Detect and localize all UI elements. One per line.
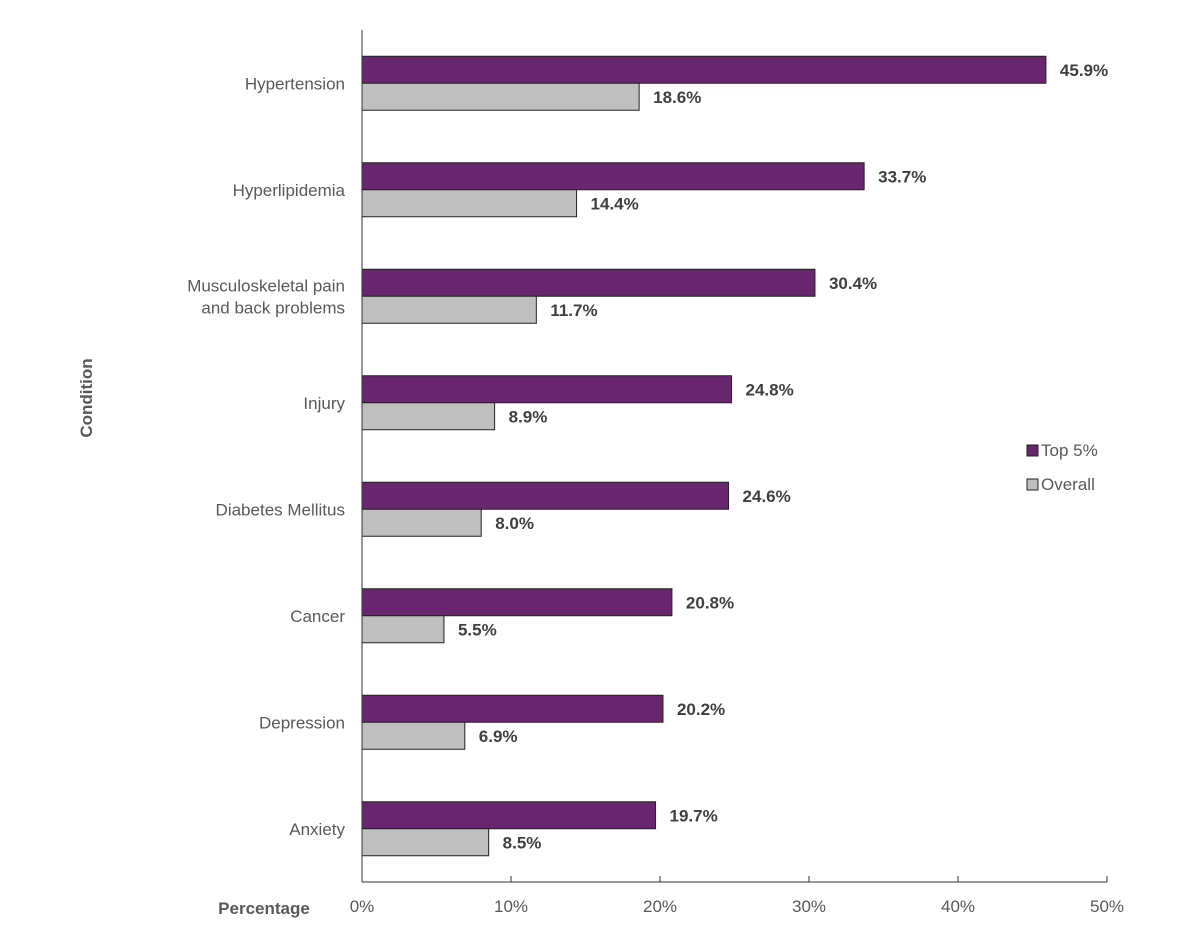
category-label: Depression [259, 713, 345, 732]
bar-overall [361, 402, 496, 431]
data-label: 24.6% [743, 487, 791, 506]
legend-label: Top 5% [1041, 441, 1098, 460]
bar-top5 [361, 801, 657, 830]
bar-top5 [361, 162, 865, 191]
legend-label: Overall [1041, 475, 1095, 494]
bar-overall [361, 295, 537, 324]
data-label: 14.4% [591, 194, 639, 213]
data-label: 8.0% [495, 514, 534, 533]
x-tick-label: 10% [494, 897, 528, 916]
bar-overall [361, 615, 445, 644]
data-label: 8.9% [509, 407, 548, 426]
data-label: 20.8% [686, 593, 734, 612]
legend-swatch [1026, 478, 1039, 491]
bar-overall [361, 508, 482, 537]
category-label: Injury [303, 394, 345, 413]
data-label: 19.7% [670, 806, 718, 825]
category-label: Hyperlipidemia [233, 181, 346, 200]
bar-overall [361, 721, 466, 750]
bar-top5 [361, 588, 673, 617]
category-label: Diabetes Mellitus [216, 500, 345, 519]
category-label: Anxiety [289, 820, 345, 839]
x-tick-label: 30% [792, 897, 826, 916]
data-label: 6.9% [479, 727, 518, 746]
data-label: 33.7% [878, 167, 926, 186]
data-label: 45.9% [1060, 61, 1108, 80]
category-label: Hypertension [245, 74, 345, 93]
data-label: 11.7% [550, 301, 597, 320]
x-axis-title: Percentage [218, 899, 310, 918]
x-tick-label: 50% [1090, 897, 1124, 916]
bar-top5 [361, 55, 1047, 84]
category-label: Cancer [290, 607, 345, 626]
bar-overall [361, 82, 640, 111]
x-tick-label: 40% [941, 897, 975, 916]
data-label: 20.2% [677, 700, 725, 719]
data-label: 5.5% [458, 620, 497, 639]
category-label: Musculoskeletal pain [187, 276, 345, 295]
data-label: 18.6% [653, 88, 701, 107]
x-tick-label: 20% [643, 897, 677, 916]
data-label: 30.4% [829, 274, 877, 293]
data-label: 24.8% [746, 380, 794, 399]
bar-top5 [361, 268, 816, 297]
legend-swatch [1026, 444, 1039, 457]
bar-top5 [361, 694, 664, 723]
x-tick-label: 0% [350, 897, 375, 916]
bar-overall [361, 189, 578, 218]
bar-overall [361, 828, 490, 857]
y-axis-title: Condition [77, 358, 96, 437]
data-label: 8.5% [503, 833, 542, 852]
category-label: and back problems [201, 298, 345, 317]
bar-top5 [361, 375, 733, 404]
bar-top5 [361, 481, 730, 510]
